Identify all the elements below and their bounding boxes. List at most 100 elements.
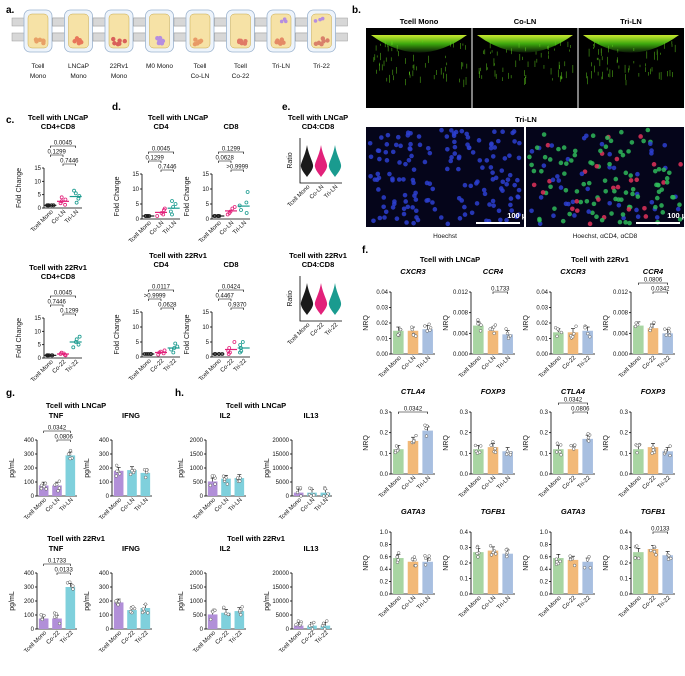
condition-label: Tcell	[234, 63, 248, 70]
panel-g-chart3-point	[128, 610, 133, 614]
cell-icon	[242, 41, 248, 46]
panel-c-chart1-point	[76, 342, 81, 347]
panel-f-chart2-cat-label: Tri-22	[577, 355, 593, 371]
panel-f-chart1-point	[476, 322, 480, 326]
panel-h-chart3-bar	[320, 625, 331, 629]
nucleus	[469, 210, 475, 216]
panel-f-gene-title: TGFB1	[641, 507, 666, 516]
panel-f-chart0-point	[425, 329, 429, 333]
violin	[328, 145, 342, 177]
nucleus	[541, 163, 547, 168]
cell-icon	[72, 39, 77, 44]
panel-f-chart6-point	[573, 443, 577, 447]
panel-d-chart2-tick-label: 15	[132, 310, 139, 316]
panel-f-chart2-point	[571, 335, 575, 339]
panel-f-chart7-point	[635, 444, 639, 448]
panel-f-chart4-cat-label: Co-LN	[401, 475, 418, 492]
panel-f-chart11-point	[637, 556, 641, 560]
nucleus	[411, 167, 417, 172]
nucleus	[539, 168, 544, 174]
nucleus	[548, 184, 553, 190]
panel-f-chart11-ylabel: NRQ	[603, 555, 610, 571]
panel-f-chart3-bar	[633, 325, 644, 354]
cell-icon	[313, 41, 319, 46]
panel-f-chart6-tick-label: 0.2	[540, 431, 549, 437]
panel-d-chart2-cat-label: Tri-22	[163, 358, 179, 374]
panel-g-chart3-tick-label: 400	[99, 571, 110, 577]
panel-f-chart1-bar	[487, 330, 499, 354]
panel-f-chart11-tick-label: 0.3	[620, 546, 629, 552]
panel-f-chart10-point	[588, 566, 592, 570]
panel-h-chart3-bar	[293, 625, 304, 629]
panel-f-chart8-ylabel: NRQ	[363, 555, 370, 571]
nucleus	[416, 134, 422, 139]
panel-f-chart6-cat-label: Tcell Mono	[538, 475, 563, 500]
panel-f-chart8-point	[414, 564, 418, 568]
panel-f-gene-title: CXCR3	[400, 267, 426, 276]
nucleus	[395, 134, 401, 140]
panel-g-chart3-point	[146, 611, 150, 615]
panel-f-chart5-cat-label: Co-LN	[481, 475, 498, 492]
panel-f-chart5-bar	[473, 449, 484, 474]
nucleus	[405, 204, 411, 210]
panel-d-chart2-tick-label: 5	[136, 340, 140, 346]
cell-icon	[321, 39, 326, 44]
panel-h-chart0-bar	[207, 481, 218, 496]
panel-g-chart0-point	[66, 452, 71, 456]
panel-f-gene-title: CTLA4	[561, 387, 586, 396]
nucleus	[541, 132, 547, 137]
condition-label: Mono	[111, 73, 128, 80]
panel-g-chart3-bar	[140, 608, 151, 629]
nucleus	[550, 177, 556, 183]
nucleus	[413, 208, 419, 214]
panel-g-chart3-point	[117, 599, 121, 604]
nucleus	[538, 195, 544, 200]
panel-f-chart4-bar	[422, 430, 433, 474]
nucleus	[560, 218, 566, 224]
panel-f-chart0-tick-label: 0.00	[376, 352, 388, 358]
panel-f-chart4-cat-label: Tri-LN	[416, 475, 432, 491]
nucleus	[382, 215, 387, 220]
panel-c-chart0-cat-label: Co-LN	[51, 209, 68, 226]
panel-f-chart9-tick-label: 0.4	[460, 530, 469, 536]
panel-f-chart9-point	[475, 545, 479, 550]
nucleus	[570, 206, 575, 212]
panel-a-label: a.	[6, 5, 15, 16]
panel-d-chart3-point	[232, 340, 237, 344]
nucleus	[432, 207, 438, 212]
nucleus	[404, 220, 409, 225]
panel-f-chart10-point	[585, 558, 590, 562]
panel-d-chart1-point	[244, 200, 249, 205]
panel-g-chart3-tick-label: 0	[106, 627, 110, 633]
panel-f-chart6-tick-label: 0.3	[540, 410, 549, 416]
nucleus	[569, 158, 574, 163]
panel-f-chart5-ylabel: NRQ	[443, 435, 450, 451]
panel-f-chart7-point	[668, 444, 672, 448]
nucleus	[620, 212, 626, 217]
nucleus	[616, 202, 622, 208]
panel-f-chart8-tick-label: 0.8	[380, 542, 389, 548]
nucleus	[678, 162, 683, 167]
nucleus	[661, 167, 667, 173]
panel-f-chart7-point	[651, 445, 655, 449]
panel-f-chart10-point	[558, 559, 562, 563]
panel-e-axis	[299, 138, 342, 184]
panel-h-chart0-point	[222, 477, 227, 481]
nucleus	[459, 198, 465, 203]
panel-f-chart4-tick-label: 0.0	[380, 472, 389, 478]
nucleus	[623, 190, 629, 195]
panel-f-chart7-tick-label: 0.3	[620, 410, 629, 416]
panel-f-chart11-cat-label: Tcell Mono	[618, 595, 643, 620]
nucleus	[611, 165, 617, 171]
nucleus	[475, 179, 480, 184]
nucleus	[660, 210, 666, 215]
nucleus	[591, 201, 597, 207]
nucleus	[527, 154, 532, 160]
panel-g-chart1-cat-label: Co-LN	[120, 497, 137, 514]
panel-g-chart2-tick-label: 100	[24, 613, 35, 619]
panel-d-chart3-point	[238, 343, 243, 347]
panel-f-chart2-bar	[582, 330, 593, 354]
panel-f-chart8-cat-label: Co-LN	[401, 595, 418, 612]
nucleus	[620, 152, 626, 158]
nucleus	[629, 140, 635, 145]
